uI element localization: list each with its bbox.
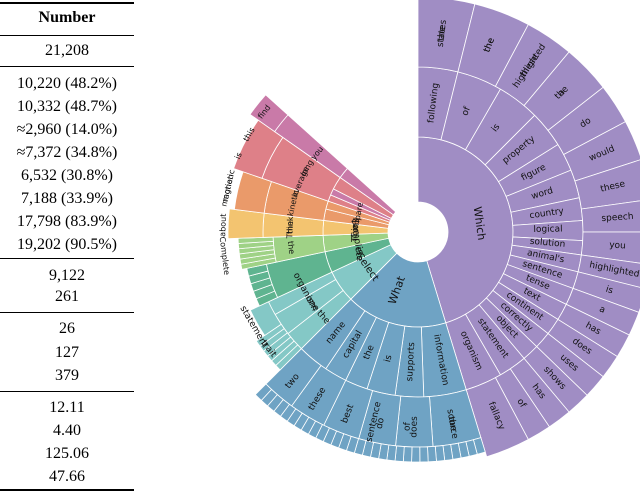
table-cell: 125.06 — [45, 445, 89, 462]
table-cell: 379 — [55, 367, 79, 384]
table-cell: 17,798 (83.9%) — [17, 213, 117, 230]
table-cell: 26 — [59, 320, 75, 337]
sunburst-label: Think — [285, 216, 295, 240]
table-rule — [0, 258, 134, 259]
think-ring3-segment — [227, 208, 265, 240]
sunburst-label: of — [403, 421, 413, 431]
what-fringe-segment — [427, 445, 437, 463]
sunburst-label: a — [598, 304, 607, 315]
sunburst-label: is — [383, 354, 394, 364]
sunburst-label: states — [436, 19, 449, 48]
sunburst-label: the — [286, 241, 297, 255]
table-rule — [0, 312, 134, 313]
table-cell: 19,202 (90.5%) — [17, 236, 117, 253]
describe-ring3-segment — [249, 94, 289, 133]
question-sunburst-chart: WhichWhatSelectisCompleteThinkComparefol… — [218, 0, 640, 463]
sunburst-label: motion — [220, 173, 235, 202]
sunburst-label: a — [556, 88, 567, 99]
sunburst-label: supports — [405, 342, 417, 382]
sunburst-label: you — [609, 240, 626, 251]
sunburst-label: does — [409, 416, 419, 438]
sunburst-label: the — [446, 416, 458, 433]
sunburst-label: solution — [529, 237, 565, 250]
sunburst-label: do — [375, 416, 387, 429]
what-fringe-segment — [419, 446, 429, 463]
sunburst-label: speech — [601, 212, 634, 224]
table-cell: ≈7,372 (34.8%) — [16, 144, 118, 161]
table-cell: 7,188 (33.9%) — [21, 190, 113, 207]
center-hole — [388, 202, 448, 262]
table-cell: 9,122 — [49, 267, 85, 284]
what-fringe-segment — [411, 446, 421, 463]
table-cell: 10,332 (48.7%) — [17, 98, 117, 115]
sunburst-label: Which — [471, 206, 489, 241]
sunburst-label: logical — [533, 224, 562, 235]
sunburst-label: is — [604, 285, 614, 297]
table-cell: 4.40 — [53, 422, 81, 439]
table-cell: ≈2,960 (14.0%) — [16, 121, 118, 138]
table-rule — [0, 66, 134, 67]
what-fringe-segment — [402, 446, 413, 463]
table-cell: 6,532 (30.8%) — [21, 167, 113, 184]
what-fringe-segment — [254, 383, 273, 401]
sunburst-label: Complete — [218, 236, 232, 275]
sunburst-label: following — [426, 82, 441, 123]
table-cell: 127 — [55, 344, 79, 361]
sunburst-label: the — [285, 221, 294, 235]
sunburst-label: the — [437, 25, 449, 41]
table-header: Number — [38, 9, 96, 26]
table-top-rule — [0, 2, 134, 4]
sunburst-label: country — [529, 206, 565, 221]
table-cell: 47.66 — [49, 468, 85, 485]
table-cell: 261 — [55, 288, 79, 305]
sunburst-label: about — [218, 214, 228, 237]
sunburst-label: is — [353, 246, 366, 257]
sunburst-label: is — [233, 151, 244, 160]
sunburst-label: Think — [351, 217, 362, 244]
table-rule — [0, 35, 134, 36]
statistics-table: Number 21,208 10,220 (48.2%) 10,332 (48.… — [0, 0, 134, 492]
table-cell: 21,208 — [45, 42, 89, 59]
table-rule — [0, 391, 134, 392]
what-fringe-segment — [434, 445, 446, 462]
table-cell: 10,220 (48.2%) — [17, 75, 117, 92]
table-cell: 12.11 — [49, 399, 85, 416]
table-bottom-rule — [0, 489, 134, 491]
